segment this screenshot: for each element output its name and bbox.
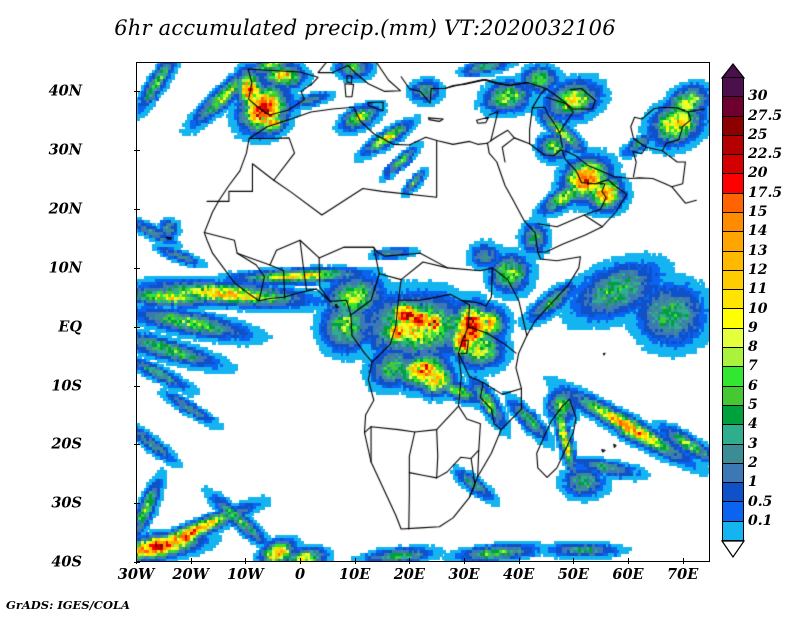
colorbar-tick-label: 0.5: [748, 493, 773, 510]
credit-label: GrADS: IGES/COLA: [6, 598, 130, 612]
x-axis-label: 50E: [557, 566, 589, 583]
colorbar-swatch: 13: [722, 231, 767, 259]
colorbar-tick-label: 5: [748, 397, 758, 414]
colorbar-swatch: 1: [722, 462, 758, 490]
colorbar-swatch: 6: [722, 366, 758, 394]
colorbar-swatch: [722, 520, 744, 542]
precipitation-map-panel: [134, 62, 710, 564]
x-axis-label: 20E: [393, 566, 425, 583]
x-axis-label: 70E: [667, 566, 699, 583]
colorbar-swatch: 17.5: [722, 173, 782, 201]
colorbar-swatch: 22.5: [722, 134, 782, 162]
y-axis-tick: [134, 444, 140, 446]
y-axis-tick: [134, 150, 140, 152]
y-axis-tick: [134, 209, 140, 211]
colorbar-tick-label: 10: [748, 300, 768, 317]
x-axis-tick: [518, 558, 520, 564]
y-axis-tick: [134, 326, 140, 328]
colorbar-tick-label: 6: [748, 377, 758, 394]
colorbar-tick-label: 1: [748, 474, 758, 491]
x-axis-label: 40E: [503, 566, 535, 583]
x-axis-tick: [136, 558, 137, 564]
x-axis-tick: [245, 558, 247, 564]
page-title: 6hr accumulated precip.(mm) VT:202003210…: [114, 16, 616, 40]
colorbar-swatch: 11: [722, 269, 767, 297]
colorbar-bottom-arrow-icon: [720, 540, 746, 559]
x-axis-label: 30W: [117, 566, 155, 583]
colorbar-swatch: 2: [722, 443, 758, 471]
y-axis-tick: [134, 267, 140, 269]
colorbar-tick-label: 3: [748, 435, 758, 452]
y-axis-label: 40N: [48, 82, 82, 100]
colorbar-swatch: 3: [722, 424, 758, 452]
x-axis-label: 20W: [172, 566, 209, 583]
colorbar-tick-label: 12: [748, 261, 768, 278]
colorbar-swatch: 12: [722, 250, 767, 278]
colorbar-swatch: 25: [722, 115, 767, 143]
y-axis-label: 30S: [51, 494, 82, 512]
y-axis-tick: [134, 91, 140, 93]
colorbar-tick-label: 4: [748, 416, 758, 433]
y-axis-tick: [134, 385, 140, 387]
colorbar-swatch: 20: [722, 154, 767, 181]
colorbar-bottom-arrow: [720, 540, 746, 559]
colorbar-tick-label: 13: [748, 242, 768, 259]
colorbar-tick-label: 17.5: [748, 184, 783, 201]
y-axis-label: 30N: [48, 141, 82, 159]
colorbar-swatch: 14: [722, 211, 767, 239]
colorbar-swatch: 4: [722, 404, 758, 432]
y-axis-label: 20N: [48, 200, 82, 218]
y-axis-tick: [134, 562, 140, 563]
x-axis-tick: [190, 558, 192, 564]
x-axis-tick: [354, 558, 356, 564]
x-axis-tick: [409, 558, 411, 564]
colorbar-tick-label: 22.5: [748, 146, 783, 163]
colorbar-tick-label: 2: [748, 454, 758, 471]
colorbar-tick-label: 30: [748, 88, 768, 105]
colorbar-swatch: 10: [722, 289, 767, 317]
colorbar-tick-label: 14: [748, 223, 768, 240]
y-axis-label: 10N: [48, 259, 82, 277]
y-axis-tick: [134, 503, 140, 505]
x-axis-label: 10W: [227, 566, 264, 583]
x-axis-label: 60E: [612, 566, 644, 583]
precipitation-map-canvas: [136, 62, 710, 562]
colorbar-swatch: 15: [722, 192, 767, 220]
colorbar-tick-label: 8: [748, 339, 758, 356]
colorbar-swatch: 8: [722, 327, 758, 355]
colorbar-swatch: 0.5: [722, 482, 772, 510]
y-axis-label: 10S: [51, 377, 82, 395]
y-axis-label: EQ: [58, 318, 82, 336]
colorbar-tick-label: 20: [748, 165, 768, 182]
x-axis-tick: [573, 558, 575, 564]
colorbar-swatch: 5: [722, 385, 758, 413]
y-axis-label: 40S: [51, 553, 82, 571]
x-axis-tick: [300, 558, 301, 564]
colorbar-tick-label: 9: [748, 319, 758, 336]
x-axis-tick: [464, 558, 465, 564]
x-axis-label: 0: [294, 566, 306, 583]
y-axis-label: 20S: [51, 435, 82, 453]
colorbar-swatch: 0.1: [722, 501, 772, 529]
colorbar-tick-label: 27.5: [748, 107, 783, 124]
colorbar-tick-label: 11: [748, 281, 768, 298]
colorbar-swatch: 7: [722, 347, 758, 374]
x-axis-tick: [628, 558, 629, 564]
x-axis-label: 10E: [339, 566, 371, 583]
colorbar-tick-label: 7: [748, 358, 758, 375]
x-axis-label: 30E: [448, 566, 480, 583]
colorbar-tick-label: 25: [748, 126, 768, 143]
colorbar-swatch: 30: [722, 76, 767, 104]
colorbar-tick-label: 0.1: [748, 512, 773, 529]
colorbar-swatch: 9: [722, 308, 758, 336]
x-axis-tick: [682, 558, 684, 564]
colorbar: 30 27.5 25 22.5 20 17.5 15 14 13 12 11 10 9 8 7 6 5 4 3 2 1 0…: [722, 76, 782, 542]
colorbar-swatch: 27.5: [722, 96, 782, 124]
colorbar-tick-label: 15: [748, 204, 768, 221]
